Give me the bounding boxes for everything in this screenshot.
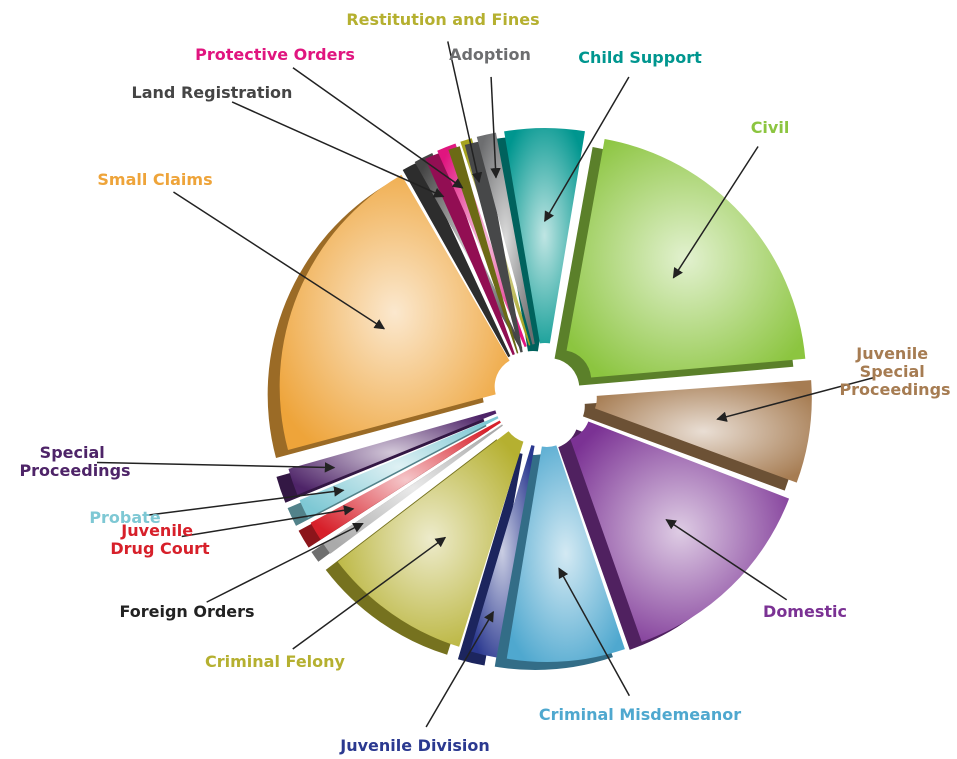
arrow <box>716 376 874 422</box>
slice-label: Juvenile Special Proceedings <box>839 344 950 399</box>
slice-side <box>457 453 523 666</box>
slice <box>469 445 535 658</box>
slice-label: Domestic <box>763 602 847 621</box>
slice <box>279 174 510 451</box>
arrow <box>206 522 364 603</box>
arrow <box>292 536 447 650</box>
arrow <box>173 191 386 330</box>
slice-label: Civil <box>751 118 790 137</box>
slice-side <box>402 161 511 358</box>
slice <box>299 416 499 518</box>
arrow <box>181 505 355 538</box>
slice-side <box>448 146 519 354</box>
arrow <box>558 567 631 697</box>
slice-label: Foreign Orders <box>119 602 254 621</box>
arrow <box>96 461 336 473</box>
slice-label: Criminal Felony <box>205 652 346 671</box>
slice <box>504 128 585 344</box>
arrow <box>672 146 759 279</box>
slice-label: Criminal Misdemeanor <box>539 705 741 724</box>
slice-label: Adoption <box>449 45 531 64</box>
slice-label: Child Support <box>578 48 702 67</box>
slice-label: Protective Orders <box>195 45 355 64</box>
slice <box>288 410 497 495</box>
slice-side <box>425 151 515 356</box>
slice-label: Probate <box>89 508 161 527</box>
arrow <box>665 519 788 601</box>
slice <box>310 420 501 540</box>
slice-side <box>464 140 523 353</box>
slice <box>506 445 625 662</box>
arrow <box>231 101 445 198</box>
slice <box>570 421 790 642</box>
arrow <box>447 41 483 184</box>
arrow <box>146 486 345 516</box>
arrow <box>544 76 630 223</box>
slice <box>337 431 524 647</box>
slice-label: Juvenile Drug Court <box>110 521 210 558</box>
arrow <box>292 67 464 189</box>
slice-label: Restitution and Fines <box>346 10 539 29</box>
slice-label: Small Claims <box>97 170 212 189</box>
slice <box>594 380 812 483</box>
slice <box>323 424 503 554</box>
arrow <box>490 76 501 179</box>
slice-label: Juvenile Division <box>339 736 489 755</box>
slice <box>476 132 535 345</box>
slice-label: Special Proceedings <box>19 443 130 480</box>
slice-label: Land Registration <box>132 83 293 102</box>
arrow <box>425 610 494 728</box>
